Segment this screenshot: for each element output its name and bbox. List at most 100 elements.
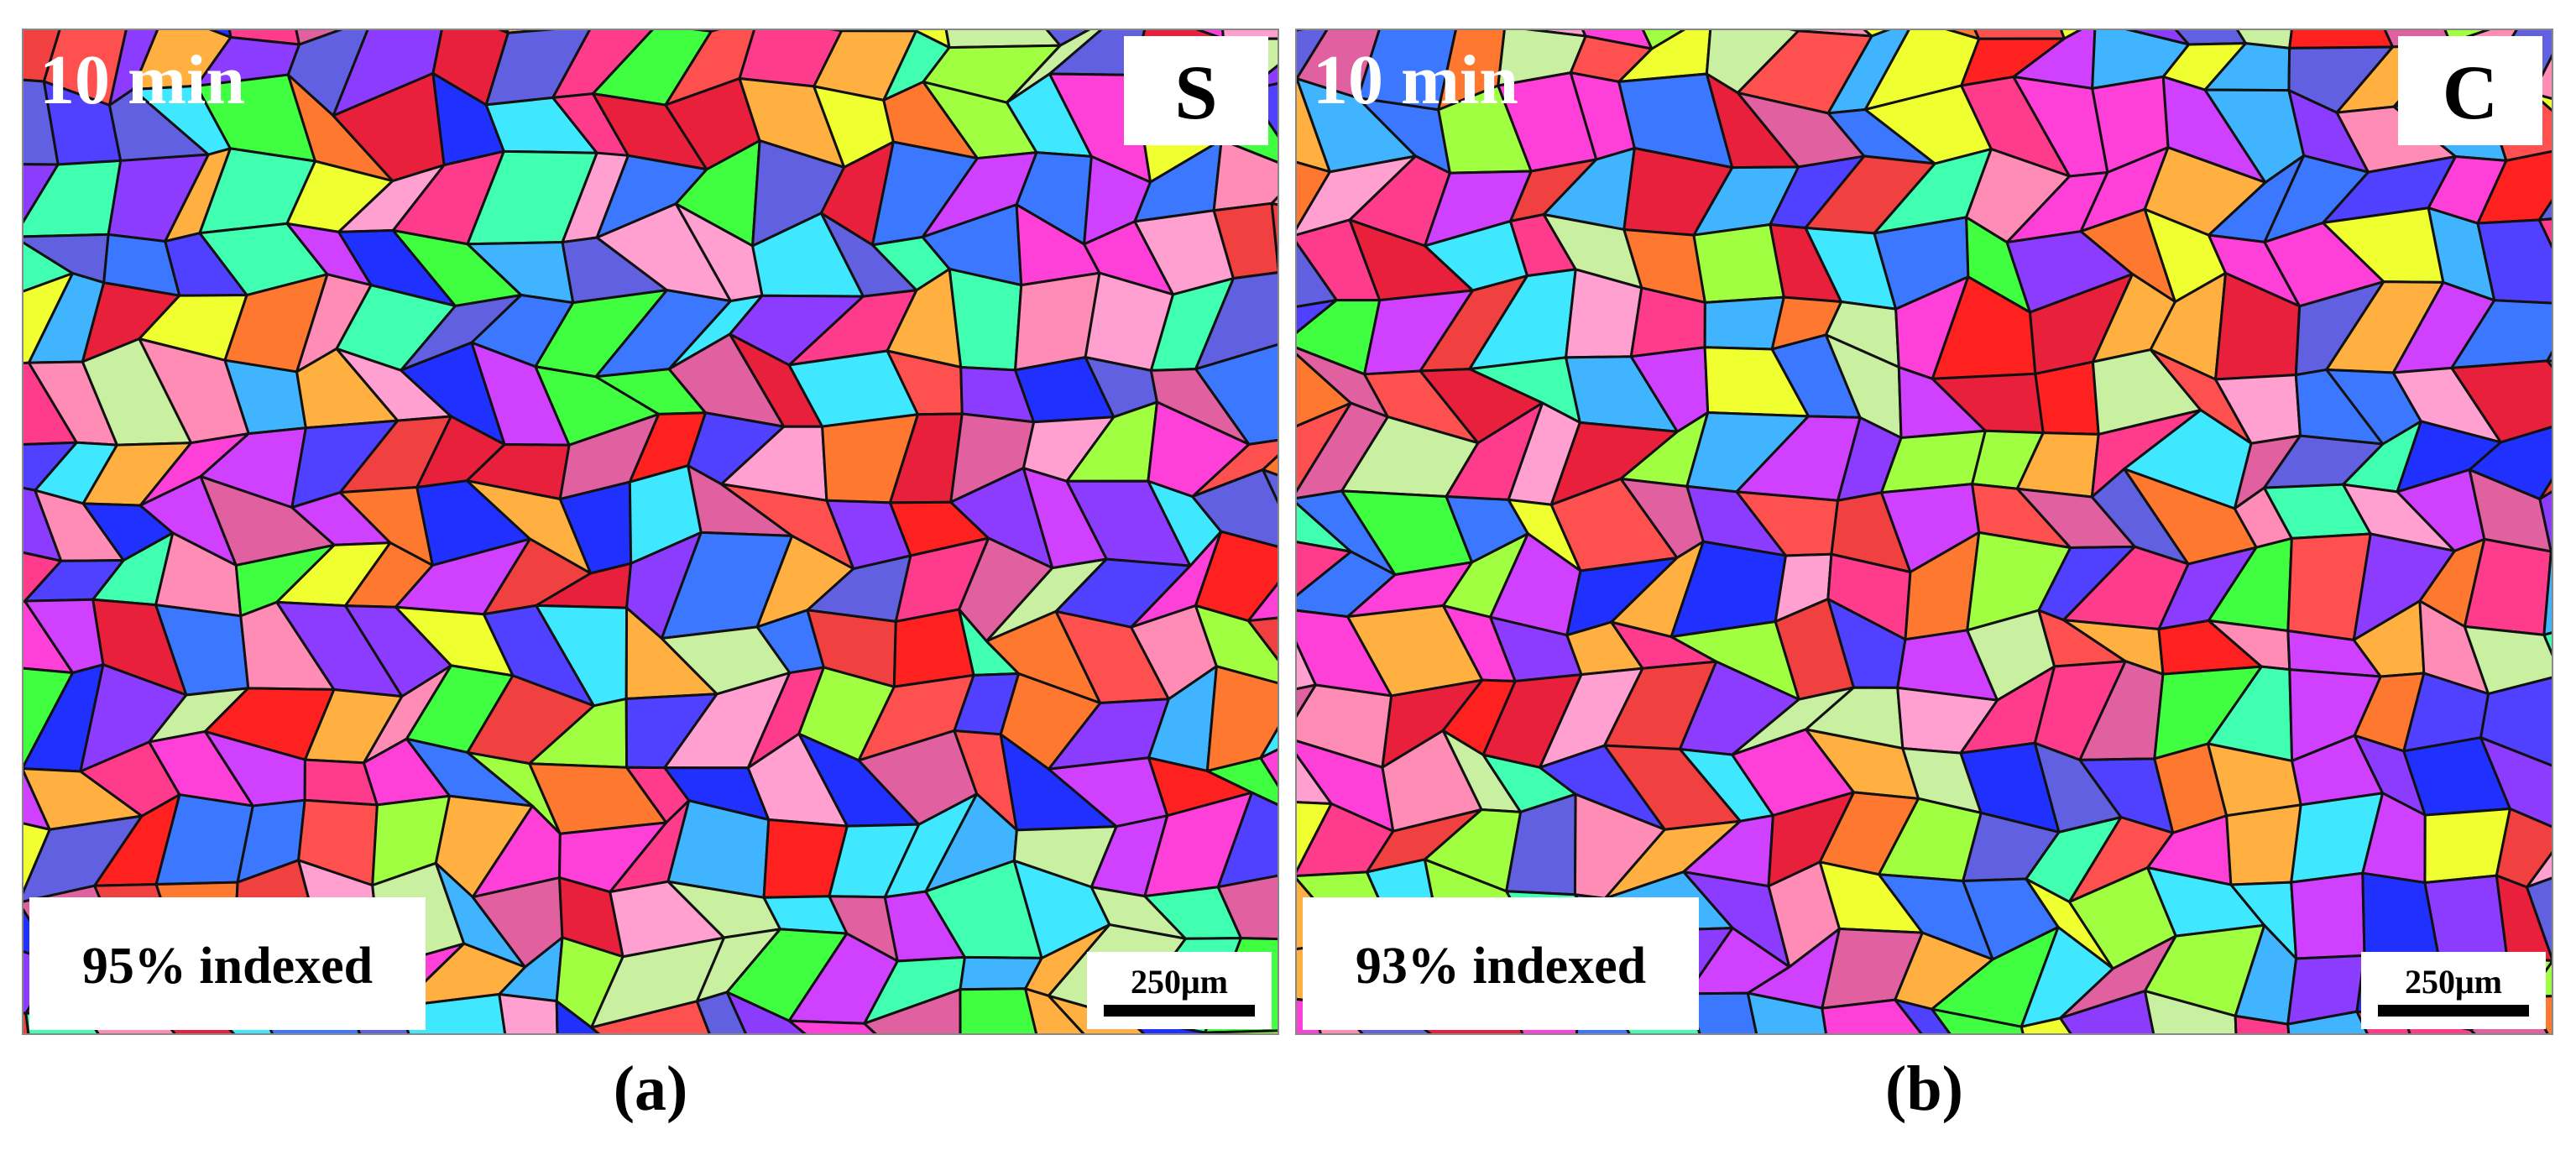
grain bbox=[2542, 630, 2552, 659]
grain bbox=[1821, 998, 1924, 1034]
grain bbox=[1692, 222, 1785, 304]
grain bbox=[1703, 295, 1785, 351]
grain bbox=[1296, 29, 1309, 32]
grain bbox=[2290, 871, 2366, 960]
grain bbox=[2234, 1014, 2291, 1034]
panel-letter: C bbox=[2443, 50, 2498, 135]
grain bbox=[2450, 359, 2552, 444]
grain bbox=[333, 0, 447, 18]
grain bbox=[1378, 29, 1395, 31]
grain bbox=[1296, 540, 1353, 598]
grain bbox=[398, 992, 507, 1034]
letter-box bbox=[2398, 36, 2542, 145]
grain bbox=[695, 991, 748, 1034]
grain bbox=[2034, 360, 2100, 436]
indexed-box bbox=[29, 897, 426, 1030]
grain bbox=[2525, 876, 2552, 962]
grain bbox=[707, 29, 723, 33]
grain bbox=[1216, 874, 1278, 941]
grain bbox=[2495, 807, 2552, 889]
grain bbox=[2495, 0, 2570, 19]
grain bbox=[2020, 1017, 2073, 1034]
grain bbox=[2143, 990, 2238, 1034]
grain bbox=[2495, 874, 2552, 962]
grain bbox=[1204, 1029, 1278, 1034]
grain bbox=[1931, 1007, 2025, 1034]
grain bbox=[2476, 218, 2552, 305]
grain bbox=[2286, 1010, 2370, 1034]
time-label: 10 min bbox=[39, 41, 245, 119]
grain bbox=[1191, 468, 1278, 549]
scale-label: 250μm bbox=[1131, 963, 1228, 1001]
indexed-box bbox=[1303, 897, 1699, 1030]
grain bbox=[1367, 29, 1381, 31]
grain bbox=[1784, 29, 1800, 33]
grain bbox=[2463, 625, 2552, 696]
grain bbox=[1246, 616, 1278, 662]
panel-letter: S bbox=[1174, 50, 1217, 135]
grain bbox=[2525, 849, 2552, 889]
grain bbox=[1194, 342, 1278, 446]
grain bbox=[959, 987, 1038, 1034]
grain bbox=[1205, 756, 1278, 807]
grain bbox=[2423, 874, 2509, 959]
panel-caption: (a) bbox=[614, 1053, 688, 1124]
grain bbox=[2538, 489, 2552, 553]
grain bbox=[547, 0, 657, 26]
scale-bar bbox=[2378, 1005, 2529, 1017]
grain bbox=[496, 29, 509, 34]
grain bbox=[2559, 768, 2576, 833]
map-frame bbox=[1295, 29, 2553, 1035]
grain bbox=[1212, 201, 1278, 280]
map-frame bbox=[22, 29, 1279, 1035]
grain bbox=[1894, 998, 1952, 1034]
letter-box bbox=[1124, 36, 1268, 145]
grain bbox=[1746, 991, 1828, 1034]
grain bbox=[590, 1000, 712, 1034]
panel-caption: (b) bbox=[1885, 1053, 1963, 1124]
grain bbox=[2546, 359, 2552, 369]
grain bbox=[823, 29, 844, 33]
grain bbox=[863, 988, 962, 1034]
grain bbox=[0, 0, 66, 18]
scale-bar bbox=[1104, 1005, 1255, 1017]
grain bbox=[1216, 791, 1278, 889]
time-label: 10 min bbox=[1313, 41, 1518, 119]
grain bbox=[1262, 468, 1278, 506]
grain bbox=[2479, 736, 2552, 829]
grain bbox=[948, 268, 1023, 372]
grain bbox=[1024, 987, 1086, 1034]
grain bbox=[1044, 29, 1093, 47]
ebsd-map bbox=[1296, 0, 2576, 1034]
indexed-label: 95% indexed bbox=[82, 938, 373, 995]
grain bbox=[725, 991, 808, 1034]
grain bbox=[2559, 675, 2576, 771]
grain bbox=[68, 0, 168, 26]
grain bbox=[505, 29, 566, 34]
grain bbox=[39, 0, 128, 26]
grain bbox=[498, 992, 559, 1034]
grain bbox=[1259, 747, 1278, 789]
grain bbox=[1685, 991, 1758, 1034]
grain bbox=[1205, 665, 1278, 772]
grain bbox=[1194, 271, 1278, 371]
grain bbox=[1270, 201, 1278, 274]
grain bbox=[1194, 604, 1278, 685]
grain bbox=[555, 1000, 602, 1034]
grain bbox=[1246, 580, 1278, 623]
grain bbox=[2059, 990, 2155, 1034]
grain bbox=[2537, 197, 2552, 222]
grain bbox=[2225, 803, 2302, 886]
grain bbox=[1071, 0, 1149, 13]
indexed-label: 93% indexed bbox=[1356, 938, 1646, 995]
grain bbox=[685, 29, 713, 33]
grain bbox=[2288, 29, 2395, 50]
grain bbox=[787, 1019, 878, 1034]
grain bbox=[2537, 217, 2552, 251]
grain bbox=[1429, 0, 1505, 27]
grain bbox=[944, 29, 1062, 50]
grain bbox=[2546, 348, 2552, 363]
scale-label: 250μm bbox=[2405, 963, 2502, 1001]
grain bbox=[839, 29, 917, 33]
